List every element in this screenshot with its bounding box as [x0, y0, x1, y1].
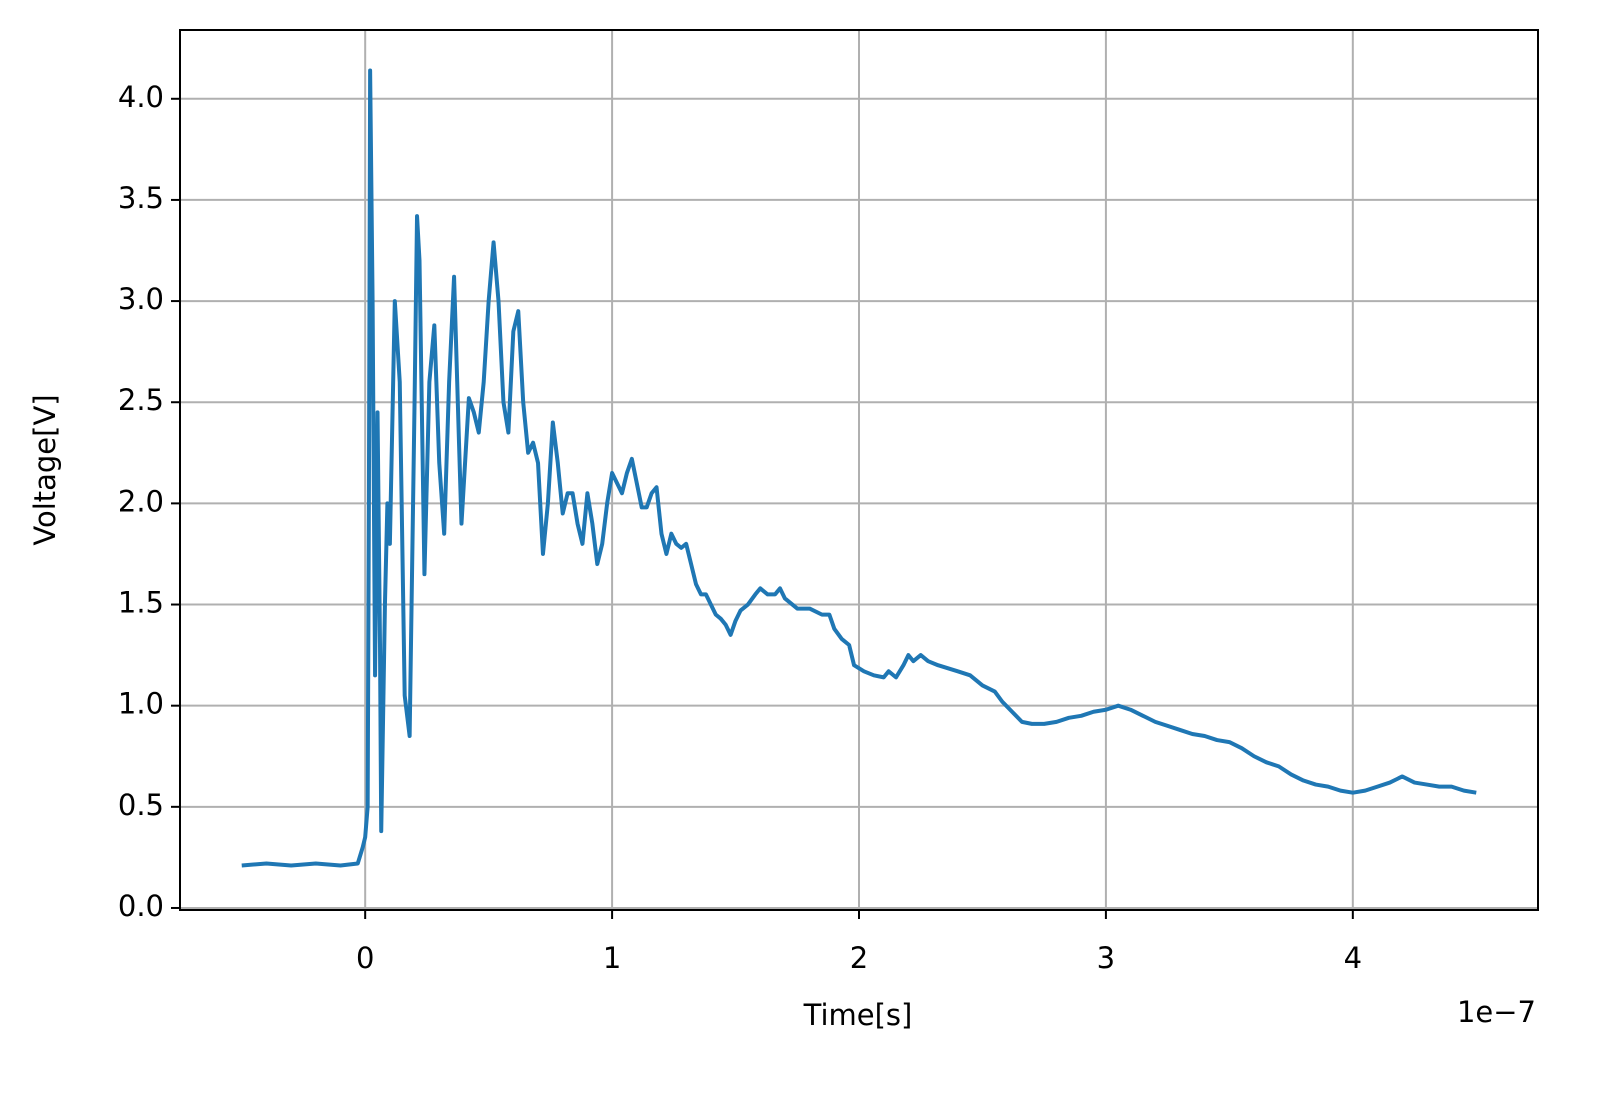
y-axis-label: Voltage[V]: [28, 394, 62, 545]
x-tick-label: 4: [1344, 941, 1362, 975]
y-tick-label: 2.5: [118, 383, 164, 417]
y-tick-label: 1.0: [118, 687, 164, 721]
x-axis-label: Time[s]: [803, 998, 913, 1032]
x-tick-label: 3: [1097, 941, 1115, 975]
x-tick-label: 1: [603, 941, 621, 975]
y-tick-label: 3.5: [118, 181, 164, 215]
y-tick-label: 0.5: [118, 788, 164, 822]
y-tick-label: 1.5: [118, 586, 164, 620]
y-tick-label: 3.0: [118, 282, 164, 316]
y-tick-label: 0.0: [118, 889, 164, 923]
x-tick-label: 0: [356, 941, 374, 975]
y-tick-label: 4.0: [118, 80, 164, 114]
y-tick-label: 2.0: [118, 484, 164, 518]
plot-frame: [179, 29, 1539, 911]
x-tick-label: 2: [850, 941, 868, 975]
x-offset-label: 1e−7: [1457, 995, 1536, 1029]
data-line: [241, 68, 1477, 868]
